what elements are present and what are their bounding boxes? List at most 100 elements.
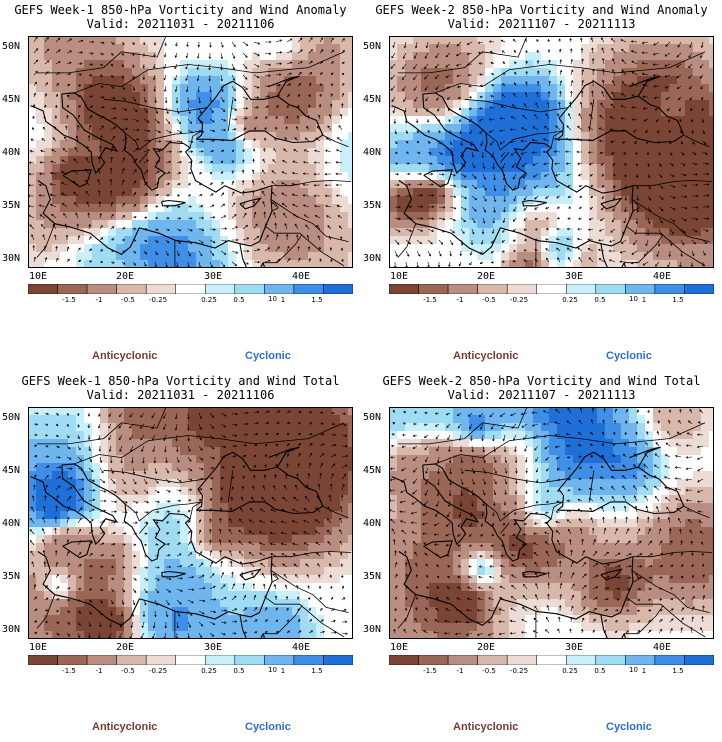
- panel-week2-anomaly: GEFS Week-2 850-hPa Vorticity and Wind A…: [361, 0, 722, 371]
- lon-label: 40E: [291, 271, 311, 282]
- lat-label: 50N: [2, 412, 21, 423]
- colorbar-label: 1.5: [672, 296, 684, 304]
- colorbar-label: 0.5: [233, 296, 245, 304]
- panel-week1-anomaly: GEFS Week-1 850-hPa Vorticity and Wind A…: [0, 0, 361, 371]
- colorbar-label: -1.5: [423, 667, 437, 675]
- panel-title: GEFS Week-1 850-hPa Vorticity and Wind T…: [21, 374, 340, 388]
- colorbar-label: -1: [95, 296, 103, 304]
- lat-label: 45N: [2, 465, 21, 476]
- colorbar-label: 1.5: [311, 667, 323, 675]
- lat-label: 50N: [2, 41, 21, 52]
- cyclonic-label: Cyclonic: [606, 350, 652, 362]
- lat-label: 40N: [2, 518, 21, 529]
- lon-label: 20E: [476, 642, 496, 653]
- colorbar-label: 1: [641, 667, 647, 675]
- lon-label: 10E: [28, 271, 48, 282]
- colorbar-label: 1.5: [672, 667, 684, 675]
- lat-label: 35N: [363, 200, 382, 211]
- lon-label: 20E: [115, 642, 135, 653]
- colorbar-label: 1: [641, 296, 647, 304]
- anticyclonic-label: Anticyclonic: [453, 721, 519, 733]
- colorbar-label: -1: [456, 667, 464, 675]
- vorticity-map: [28, 407, 353, 639]
- colorbar-label: 0.5: [233, 667, 245, 675]
- panel-valid-dates: Valid: 20211031 - 20211106: [86, 388, 275, 402]
- colorbar-label: 0.5: [594, 667, 606, 675]
- panel-title: GEFS Week-2 850-hPa Vorticity and Wind A…: [375, 3, 708, 17]
- colorbar-label: -1.5: [62, 667, 76, 675]
- lat-label: 45N: [363, 465, 382, 476]
- anticyclonic-label: Anticyclonic: [92, 350, 158, 362]
- colorbar-unit: 10: [629, 666, 638, 674]
- panel-week1-total: GEFS Week-1 850-hPa Vorticity and Wind T…: [0, 371, 361, 742]
- lon-label: 30E: [564, 642, 584, 653]
- panel-week2-total: GEFS Week-2 850-hPa Vorticity and Wind T…: [361, 371, 722, 742]
- colorbar: [28, 284, 353, 294]
- colorbar-label: -0.5: [121, 667, 135, 675]
- lon-label: 40E: [291, 642, 311, 653]
- colorbar-label: -1: [456, 296, 464, 304]
- colorbar-label: 0.25: [201, 296, 217, 304]
- lat-label: 30N: [2, 253, 21, 264]
- lon-label: 10E: [389, 271, 409, 282]
- lat-label: 30N: [363, 624, 382, 635]
- colorbar-label: -0.5: [482, 667, 496, 675]
- lat-label: 50N: [363, 41, 382, 52]
- cyclonic-label: Cyclonic: [245, 721, 291, 733]
- lon-label: 30E: [564, 271, 584, 282]
- lat-label: 40N: [363, 147, 382, 158]
- lat-label: 35N: [363, 571, 382, 582]
- lat-label: 50N: [363, 412, 382, 423]
- colorbar-label: 1: [280, 296, 286, 304]
- colorbar-label: 0.25: [201, 667, 217, 675]
- colorbar-label: 1: [280, 667, 286, 675]
- panel-valid-dates: Valid: 20211107 - 20211113: [447, 388, 636, 402]
- colorbar-label: -0.5: [482, 296, 496, 304]
- lat-label: 30N: [363, 253, 382, 264]
- panel-title: GEFS Week-2 850-hPa Vorticity and Wind T…: [382, 374, 701, 388]
- vorticity-map: [389, 407, 714, 639]
- lon-label: 40E: [652, 642, 672, 653]
- lon-label: 30E: [203, 642, 223, 653]
- colorbar-label: -0.5: [121, 296, 135, 304]
- anticyclonic-label: Anticyclonic: [453, 350, 519, 362]
- vorticity-map: [389, 36, 714, 268]
- colorbar-label: 0.25: [562, 296, 578, 304]
- lat-label: 30N: [2, 624, 21, 635]
- colorbar-label: 0.5: [594, 296, 606, 304]
- lon-label: 40E: [652, 271, 672, 282]
- lon-label: 30E: [203, 271, 223, 282]
- lat-label: 45N: [2, 94, 21, 105]
- colorbar-label: -1: [95, 667, 103, 675]
- lat-label: 40N: [363, 518, 382, 529]
- colorbar: [389, 284, 714, 294]
- lon-label: 10E: [389, 642, 409, 653]
- lat-label: 35N: [2, 571, 21, 582]
- colorbar-label: -0.25: [509, 667, 529, 675]
- cyclonic-label: Cyclonic: [245, 350, 291, 362]
- cyclonic-label: Cyclonic: [606, 721, 652, 733]
- lat-label: 40N: [2, 147, 21, 158]
- lat-label: 45N: [363, 94, 382, 105]
- colorbar-unit: 10: [629, 295, 638, 303]
- panel-valid-dates: Valid: 20211107 - 20211113: [447, 17, 636, 31]
- lon-label: 20E: [476, 271, 496, 282]
- anticyclonic-label: Anticyclonic: [92, 721, 158, 733]
- colorbar: [28, 655, 353, 665]
- colorbar-unit: 10: [268, 666, 277, 674]
- vorticity-map: [28, 36, 353, 268]
- panel-title: GEFS Week-1 850-hPa Vorticity and Wind A…: [14, 3, 347, 17]
- colorbar-label: -0.25: [148, 296, 168, 304]
- lon-label: 10E: [28, 642, 48, 653]
- colorbar-label: 0.25: [562, 667, 578, 675]
- colorbar-unit: 10: [268, 295, 277, 303]
- lon-label: 20E: [115, 271, 135, 282]
- colorbar-label: -0.25: [148, 667, 168, 675]
- colorbar: [389, 655, 714, 665]
- colorbar-label: 1.5: [311, 296, 323, 304]
- lat-label: 35N: [2, 200, 21, 211]
- colorbar-label: -0.25: [509, 296, 529, 304]
- panel-valid-dates: Valid: 20211031 - 20211106: [86, 17, 275, 31]
- colorbar-label: -1.5: [62, 296, 76, 304]
